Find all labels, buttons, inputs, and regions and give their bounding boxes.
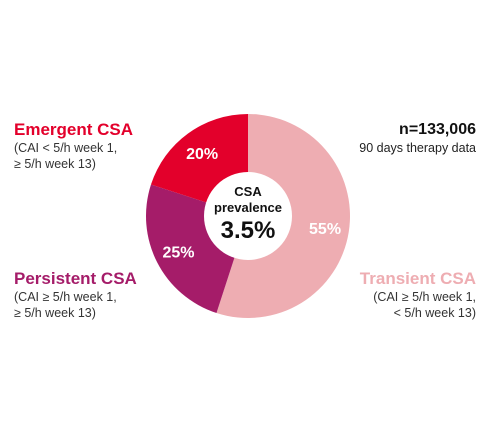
sample-size-label: n=133,006 90 days therapy data [359,120,476,156]
persistent-csa-title: Persistent CSA [14,269,137,288]
slice-value-label: 20% [186,146,218,163]
emergent-csa-title: Emergent CSA [14,120,134,139]
persistent-csa-desc-2: ≥ 5/h week 13) [14,306,96,320]
transient-csa-desc-2: < 5/h week 13) [393,306,476,320]
emergent-csa-desc-2: ≥ 5/h week 13) [14,157,96,171]
center-prevalence-value: 3.5% [221,217,276,244]
sample-size-desc: 90 days therapy data [359,141,476,155]
sample-size-title: n=133,006 [399,121,476,138]
slice-value-label: 25% [162,244,194,261]
center-label-line2: prevalence [214,200,282,215]
persistent-csa-desc-1: (CAI ≥ 5/h week 1, [14,290,117,304]
transient-csa-label: Transient CSA (CAI ≥ 5/h week 1, < 5/h w… [360,269,476,321]
transient-csa-desc-1: (CAI ≥ 5/h week 1, [373,290,476,304]
transient-csa-title: Transient CSA [359,269,476,288]
donut-hole [204,172,292,260]
emergent-csa-label: Emergent CSA (CAI < 5/h week 1, ≥ 5/h we… [14,120,133,172]
emergent-csa-desc-1: (CAI < 5/h week 1, [14,141,118,155]
center-label-line1: CSA [234,184,262,199]
persistent-csa-label: Persistent CSA (CAI ≥ 5/h week 1, ≥ 5/h … [14,269,137,321]
slice-value-label: 55% [309,221,341,238]
